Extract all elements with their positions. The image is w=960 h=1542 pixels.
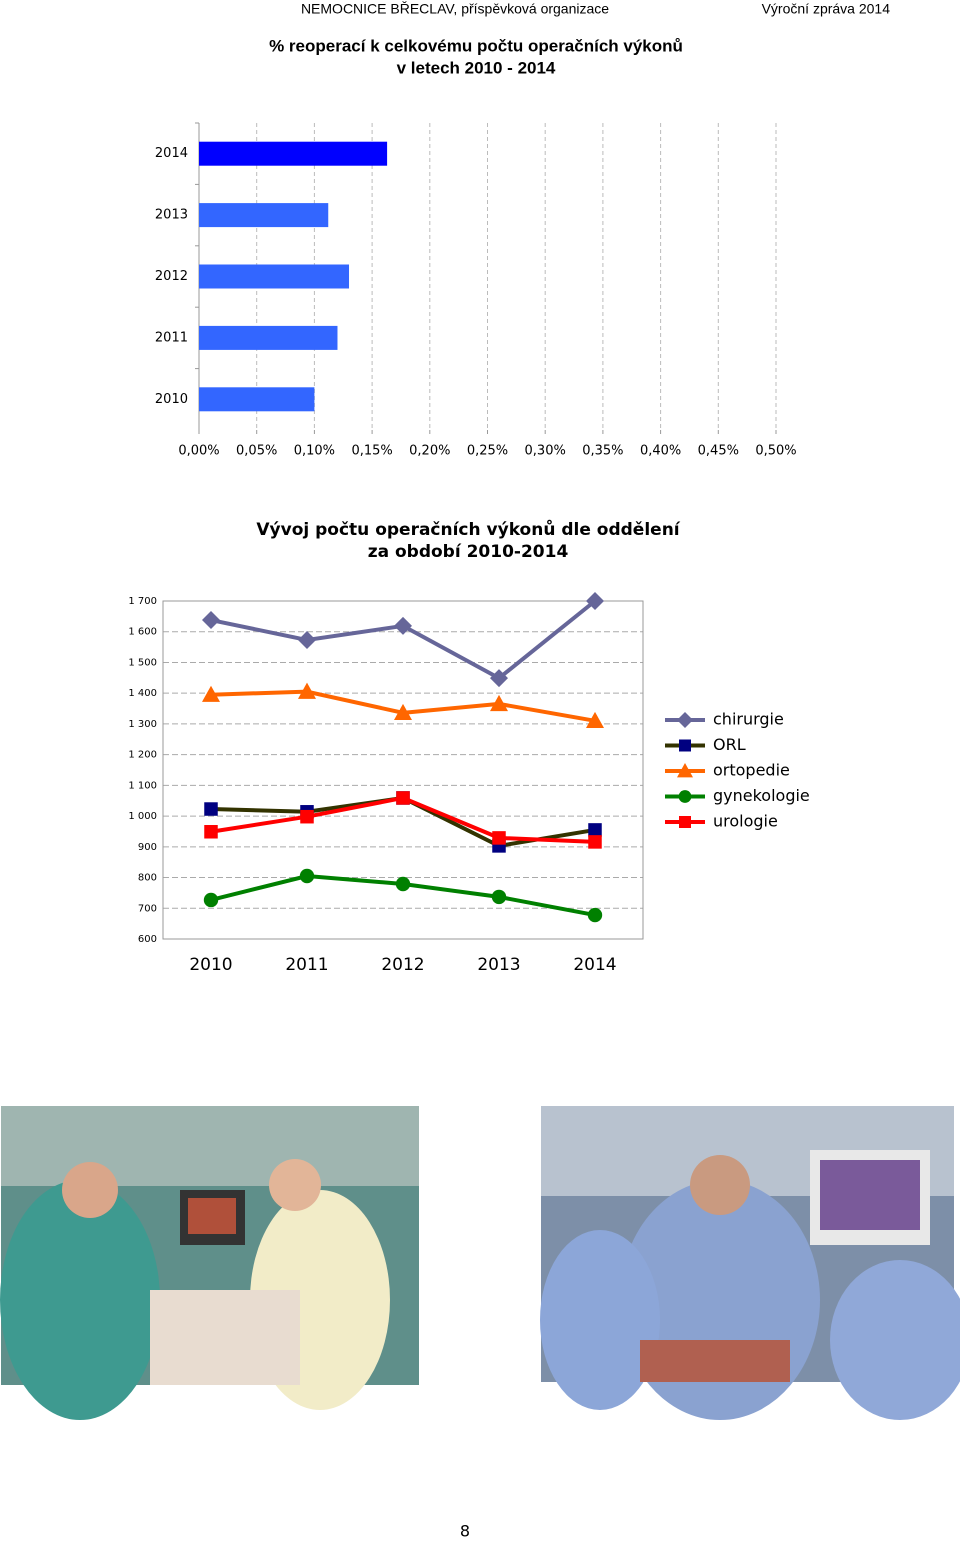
marker (395, 876, 411, 892)
x-tick-label: 2011 (285, 955, 328, 975)
chart-title: Vývoj počtu operačních výkonů dle odděle… (256, 518, 680, 540)
y-tick-label: 2011 (155, 330, 188, 345)
marker (204, 802, 218, 816)
marker (298, 682, 316, 699)
y-tick-label: 1 700 (128, 596, 157, 607)
y-tick-label: 1 200 (128, 750, 157, 761)
y-tick-label: 2014 (155, 146, 188, 161)
plot-border (162, 600, 644, 940)
x-tick-label: 0,10% (294, 444, 335, 459)
photo (540, 1106, 960, 1420)
y-tick-label: 600 (138, 934, 157, 945)
marker (677, 763, 693, 778)
legend-label: gynekologie (713, 786, 810, 805)
series-line (210, 599, 597, 681)
x-tick-label: 2012 (381, 955, 424, 975)
marker (394, 703, 412, 721)
x-tick-label: 0,00% (178, 444, 219, 459)
marker (491, 889, 507, 905)
marker (679, 739, 691, 752)
y-tick-label: 1 000 (128, 811, 157, 822)
page-number: 8 (460, 1522, 470, 1541)
marker (586, 711, 604, 729)
y-tick-label: 900 (138, 842, 157, 853)
x-tick-label: 2010 (189, 955, 232, 975)
y-tick-label: 800 (138, 873, 157, 884)
marker (587, 907, 603, 923)
chart-title: v letech 2010 - 2014 (397, 58, 556, 77)
legend-label: ortopedie (713, 761, 790, 780)
chart-title: % reoperací k celkovému počtu operačních… (269, 36, 683, 55)
marker (678, 790, 692, 803)
marker (202, 685, 220, 702)
y-tick-label: 1 300 (128, 719, 157, 730)
marker (204, 825, 218, 839)
y-tick-label: 2013 (155, 208, 188, 223)
x-tick-label: 0,30% (525, 444, 566, 459)
marker (586, 592, 604, 610)
x-tick-label: 0,20% (409, 444, 450, 459)
marker (298, 631, 316, 650)
bar (199, 203, 329, 228)
marker (300, 809, 314, 824)
legend-label: chirurgie (713, 710, 784, 729)
marker (588, 823, 602, 837)
y-tick-label: 1 400 (128, 688, 157, 699)
x-tick-label: 0,35% (582, 444, 623, 459)
y-tick-label: 700 (138, 903, 157, 914)
x-tick-label: 0,45% (698, 444, 739, 459)
bar (199, 325, 338, 350)
marker (203, 892, 219, 908)
bar (199, 264, 350, 289)
x-tick-label: 0,40% (640, 444, 681, 459)
photo (0, 1106, 419, 1420)
marker (490, 694, 508, 712)
marker (679, 816, 691, 828)
legend-label: urologie (713, 812, 778, 831)
y-tick-label: 1 600 (128, 627, 157, 638)
marker (588, 835, 602, 849)
chart-title: za období 2010-2014 (368, 542, 569, 562)
marker (396, 791, 410, 805)
marker (394, 616, 412, 635)
x-tick-label: 0,50% (755, 444, 796, 459)
y-tick-label: 1 100 (128, 780, 157, 791)
x-tick-label: 2013 (477, 955, 520, 975)
marker (492, 831, 506, 845)
y-tick-label: 2010 (155, 392, 188, 407)
marker (490, 669, 508, 688)
x-tick-label: 0,25% (467, 444, 508, 459)
y-tick-label: 1 500 (128, 657, 157, 668)
header-right: Výroční zpráva 2014 (762, 1, 891, 17)
x-tick-label: 0,05% (236, 444, 277, 459)
marker (677, 712, 693, 728)
bar (199, 141, 388, 166)
x-tick-label: 0,15% (351, 444, 392, 459)
x-tick-label: 2014 (573, 955, 616, 975)
marker (299, 868, 315, 884)
marker (202, 611, 220, 630)
bar (199, 387, 315, 412)
header-left: NEMOCNICE BŘECLAV, příspěvková organizac… (301, 1, 609, 17)
legend-label: ORL (713, 735, 746, 754)
y-tick-label: 2012 (155, 269, 188, 284)
